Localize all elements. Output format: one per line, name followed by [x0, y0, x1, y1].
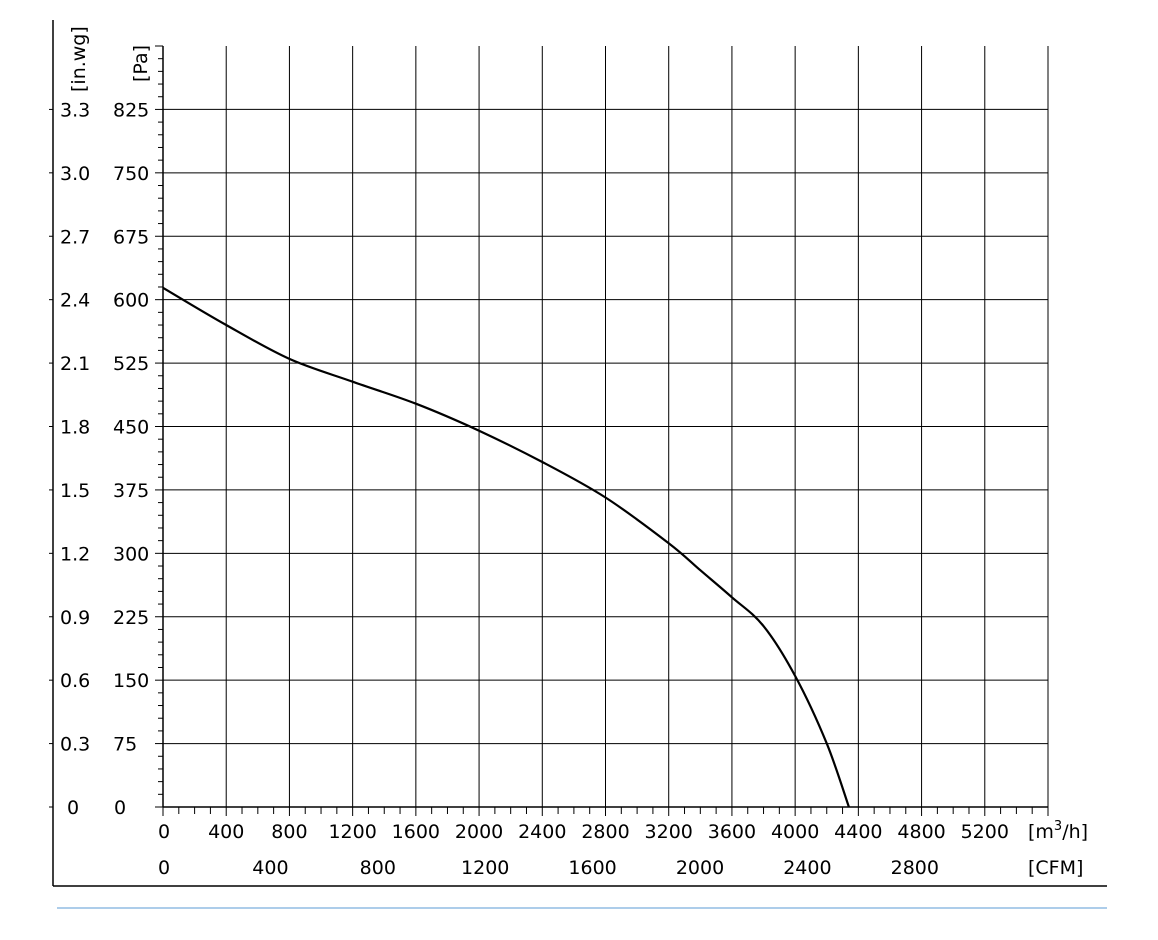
- x-tick-label: 4000: [771, 821, 819, 843]
- x-tick-label: 0: [158, 821, 170, 843]
- y-secondary-tick-label: 0.6: [60, 670, 90, 692]
- x-tick-label: 2000: [455, 821, 503, 843]
- x-tick-label: 1200: [328, 821, 376, 843]
- y-tick-label: 300: [113, 543, 149, 565]
- x-tick-label: 5200: [961, 821, 1009, 843]
- x-axis-secondary-unit: [CFM]: [1028, 857, 1083, 879]
- x-axis-primary-unit: [m3/h]: [1028, 819, 1088, 843]
- x-tick-label: 1600: [392, 821, 440, 843]
- y-tick-label: 375: [113, 480, 149, 502]
- y-secondary-tick-label: 3.0: [60, 163, 90, 185]
- x-secondary-tick-label: 2800: [891, 857, 939, 879]
- x-tick-label: 3600: [708, 821, 756, 843]
- x-tick-label: 4400: [834, 821, 882, 843]
- y-tick-label: 600: [113, 290, 149, 312]
- y-tick-label: 825: [113, 99, 149, 121]
- y-secondary-tick-label: 1.2: [60, 543, 90, 565]
- x-tick-label: 800: [271, 821, 307, 843]
- y-secondary-tick-label: 3.3: [60, 99, 90, 121]
- y-tick-label: 750: [113, 163, 149, 185]
- performance-curve: [162, 286, 850, 808]
- x-tick-label: 2400: [518, 821, 566, 843]
- x-secondary-tick-label: 800: [360, 857, 396, 879]
- x-tick-label: 2800: [581, 821, 629, 843]
- x-secondary-tick-label: 2000: [676, 857, 724, 879]
- x-secondary-tick-label: 1600: [568, 857, 616, 879]
- x-tick-label: 400: [208, 821, 244, 843]
- y-secondary-tick-label: 0.3: [60, 734, 90, 756]
- grid: [163, 46, 1049, 807]
- y-secondary-tick-label: 0.9: [60, 607, 90, 629]
- y-tick-label: 75: [113, 734, 137, 756]
- x-tick-label: 4800: [897, 821, 945, 843]
- y-tick-label: 225: [113, 607, 149, 629]
- y-secondary-tick-label: 1.8: [60, 417, 90, 439]
- y-secondary-tick-label: 2.1: [60, 353, 90, 375]
- x-tick-label: 3200: [645, 821, 693, 843]
- x-secondary-tick-label: 2400: [783, 857, 831, 879]
- tick-marks: [49, 45, 1049, 816]
- y-secondary-tick-label: 1.5: [60, 480, 90, 502]
- x-secondary-tick-label: 1200: [461, 857, 509, 879]
- x-secondary-tick-label: 0: [158, 857, 170, 879]
- y-secondary-tick-label: 2.7: [60, 226, 90, 248]
- y-tick-label: 0: [114, 797, 126, 819]
- y-axis-secondary-unit: [in.wg]: [68, 26, 90, 92]
- y-secondary-tick-label: 0: [67, 797, 79, 819]
- y-tick-label: 450: [113, 417, 149, 439]
- x-secondary-tick-label: 400: [252, 857, 288, 879]
- y-tick-label: 525: [113, 353, 149, 375]
- y-axis-primary-unit: [Pa]: [130, 45, 152, 82]
- axes: [52, 20, 1107, 887]
- y-tick-label: 150: [113, 670, 149, 692]
- tick-labels: 0 75 150 225 300 375 450 525 600 675 750 825 0 0.3 0.6…: [60, 99, 1009, 879]
- y-tick-label: 675: [113, 226, 149, 248]
- y-secondary-tick-label: 2.4: [60, 290, 90, 312]
